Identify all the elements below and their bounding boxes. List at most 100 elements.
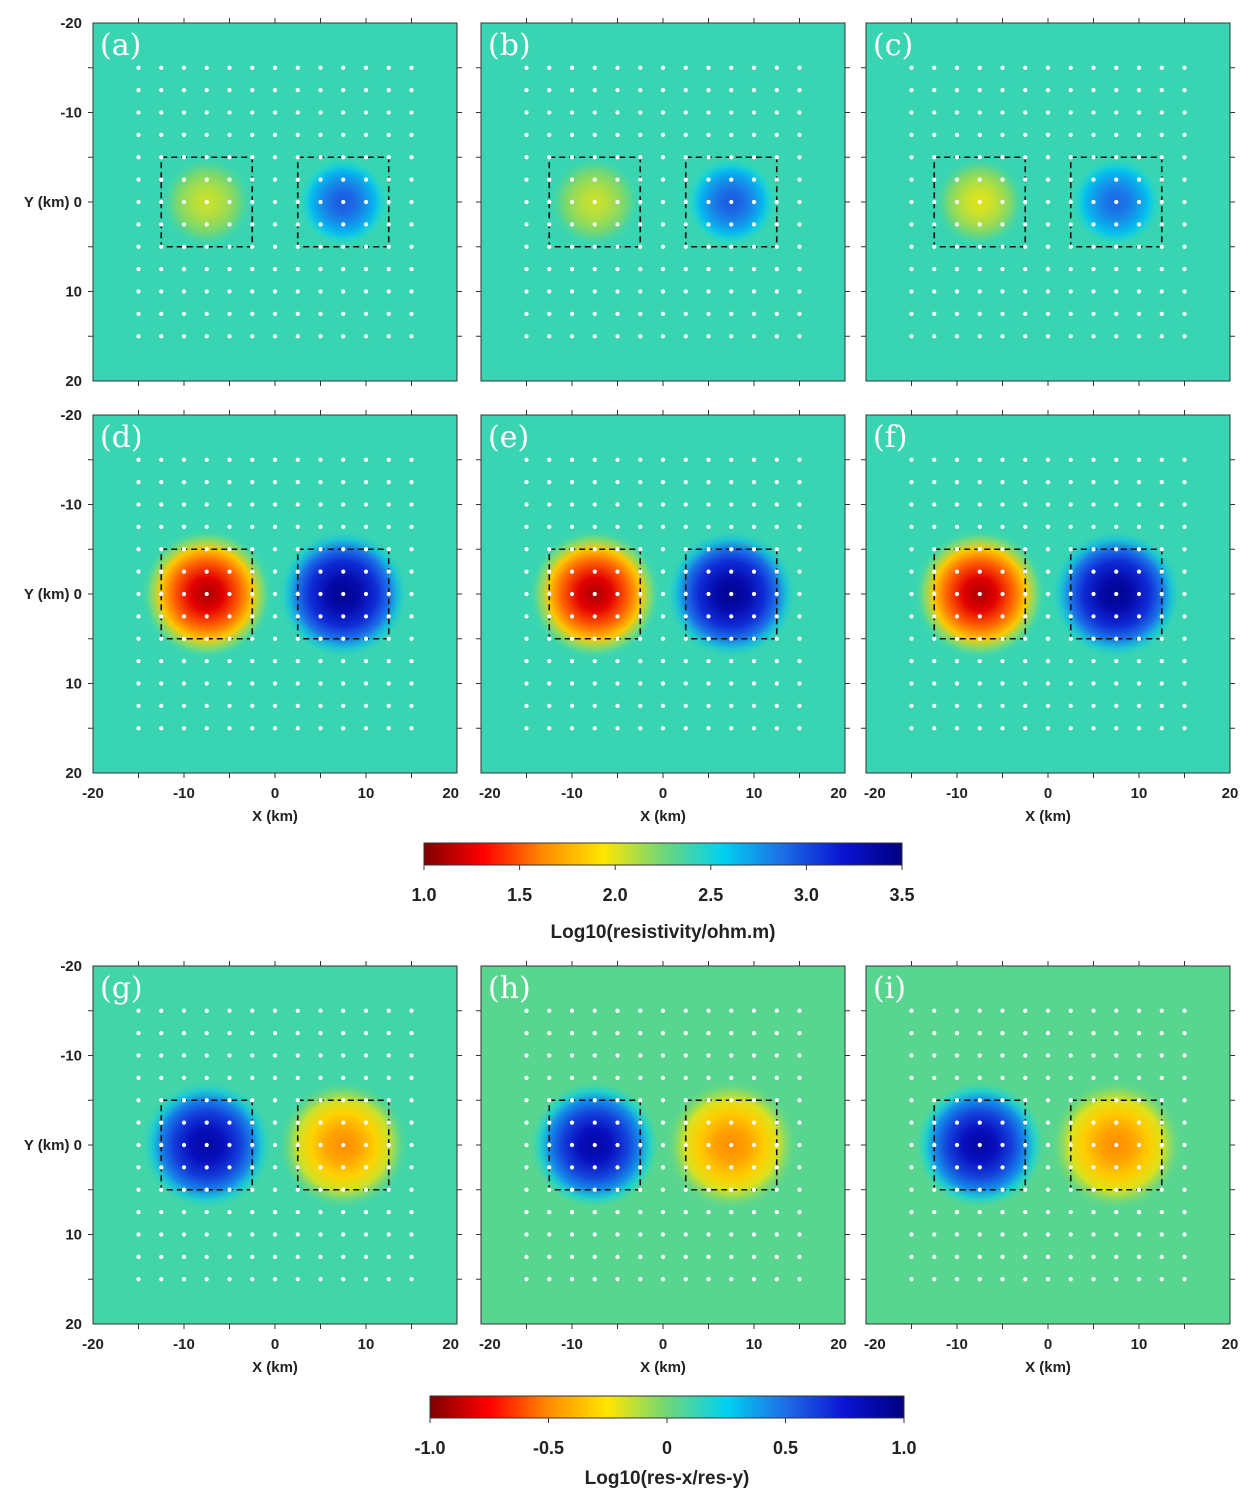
station-dot <box>751 1053 757 1058</box>
station-dot <box>250 65 255 70</box>
station-dot <box>1068 1053 1073 1058</box>
station-dot <box>363 132 369 137</box>
station-dot <box>615 222 620 227</box>
station-dot <box>341 1187 346 1192</box>
colorbar-title: Log10(res-x/res-y) <box>585 1468 750 1489</box>
station-dot <box>1091 1254 1096 1259</box>
y-tick-label: -10 <box>60 105 82 122</box>
station-dot <box>1114 659 1119 664</box>
station-dot <box>250 1031 255 1036</box>
station-dot <box>1091 88 1096 93</box>
station-dot <box>204 244 209 249</box>
station-dot <box>363 289 369 294</box>
station-dot <box>1068 65 1073 70</box>
station-dot <box>638 267 643 272</box>
station-dot <box>547 1187 552 1192</box>
station-dot <box>932 547 937 552</box>
station-dot <box>1159 1187 1164 1192</box>
station-dot <box>386 1210 391 1215</box>
station-dot <box>318 267 323 272</box>
station-dot <box>569 457 575 462</box>
station-dot <box>272 1210 278 1215</box>
station-dot <box>1136 88 1142 93</box>
station-dot <box>204 1142 209 1148</box>
station-dot <box>524 726 529 731</box>
station-dot <box>683 480 688 485</box>
station-dot <box>1000 1053 1005 1058</box>
station-dot <box>341 222 346 227</box>
station-dot <box>136 311 141 316</box>
station-dot <box>1114 1120 1119 1125</box>
station-dot <box>1136 110 1142 115</box>
station-dot <box>706 199 711 205</box>
station-dot <box>615 614 620 619</box>
station-dot <box>1045 1053 1051 1058</box>
station-dot <box>181 222 187 227</box>
station-dot <box>295 1008 300 1013</box>
station-dot <box>1045 636 1051 641</box>
station-dot <box>909 244 914 249</box>
station-dot <box>638 1053 643 1058</box>
station-dot <box>569 334 575 339</box>
station-dot <box>1136 65 1142 70</box>
station-dot <box>774 1254 779 1259</box>
station-dot <box>524 1232 529 1237</box>
station-dot <box>1136 502 1142 507</box>
station-dot <box>318 155 323 160</box>
station-dot <box>592 569 597 574</box>
station-dot <box>318 547 323 552</box>
station-dot <box>547 334 552 339</box>
station-dot <box>1068 1232 1073 1237</box>
station-dot <box>409 457 414 462</box>
station-dot <box>547 1165 552 1170</box>
x-tick-label: 10 <box>358 785 375 802</box>
station-dot <box>729 132 734 137</box>
station-dot <box>751 703 757 708</box>
station-dot <box>341 65 346 70</box>
station-dot <box>159 1187 164 1192</box>
station-dot <box>660 524 666 529</box>
station-dot <box>954 636 960 641</box>
station-dot <box>524 569 529 574</box>
station-dot <box>932 681 937 686</box>
station-dot <box>272 457 278 462</box>
station-dot <box>386 569 391 574</box>
station-dot <box>1045 547 1051 552</box>
station-dot <box>363 334 369 339</box>
station-dot <box>204 703 209 708</box>
station-dot <box>909 457 914 462</box>
station-dot <box>1114 524 1119 529</box>
station-dot <box>774 457 779 462</box>
station-dot <box>159 703 164 708</box>
station-dot <box>660 636 666 641</box>
station-dot <box>547 1031 552 1036</box>
station-dot <box>136 1008 141 1013</box>
x-tick-label: -20 <box>864 785 886 802</box>
y-axis-title: Y (km) 0 <box>24 1137 82 1154</box>
station-dot <box>386 267 391 272</box>
station-dot <box>660 1210 666 1215</box>
y-tick-label: 10 <box>65 284 82 301</box>
station-dot <box>524 614 529 619</box>
station-dot <box>706 1031 711 1036</box>
station-dot <box>159 244 164 249</box>
station-dot <box>318 334 323 339</box>
station-dot <box>1159 1053 1164 1058</box>
station-dot <box>181 267 187 272</box>
station-dot <box>932 222 937 227</box>
station-dot <box>1091 1008 1096 1013</box>
station-dot <box>751 1165 757 1170</box>
station-dot <box>660 591 666 597</box>
station-dot <box>751 636 757 641</box>
station-dot <box>683 591 688 597</box>
station-dot <box>524 1053 529 1058</box>
station-dot <box>272 524 278 529</box>
station-dot <box>341 1232 346 1237</box>
station-dot <box>1045 1008 1051 1013</box>
station-dot <box>318 177 323 182</box>
station-dot <box>524 65 529 70</box>
station-dot <box>660 1232 666 1237</box>
station-dot <box>295 1120 300 1125</box>
station-dot <box>1068 110 1073 115</box>
station-dot <box>638 480 643 485</box>
